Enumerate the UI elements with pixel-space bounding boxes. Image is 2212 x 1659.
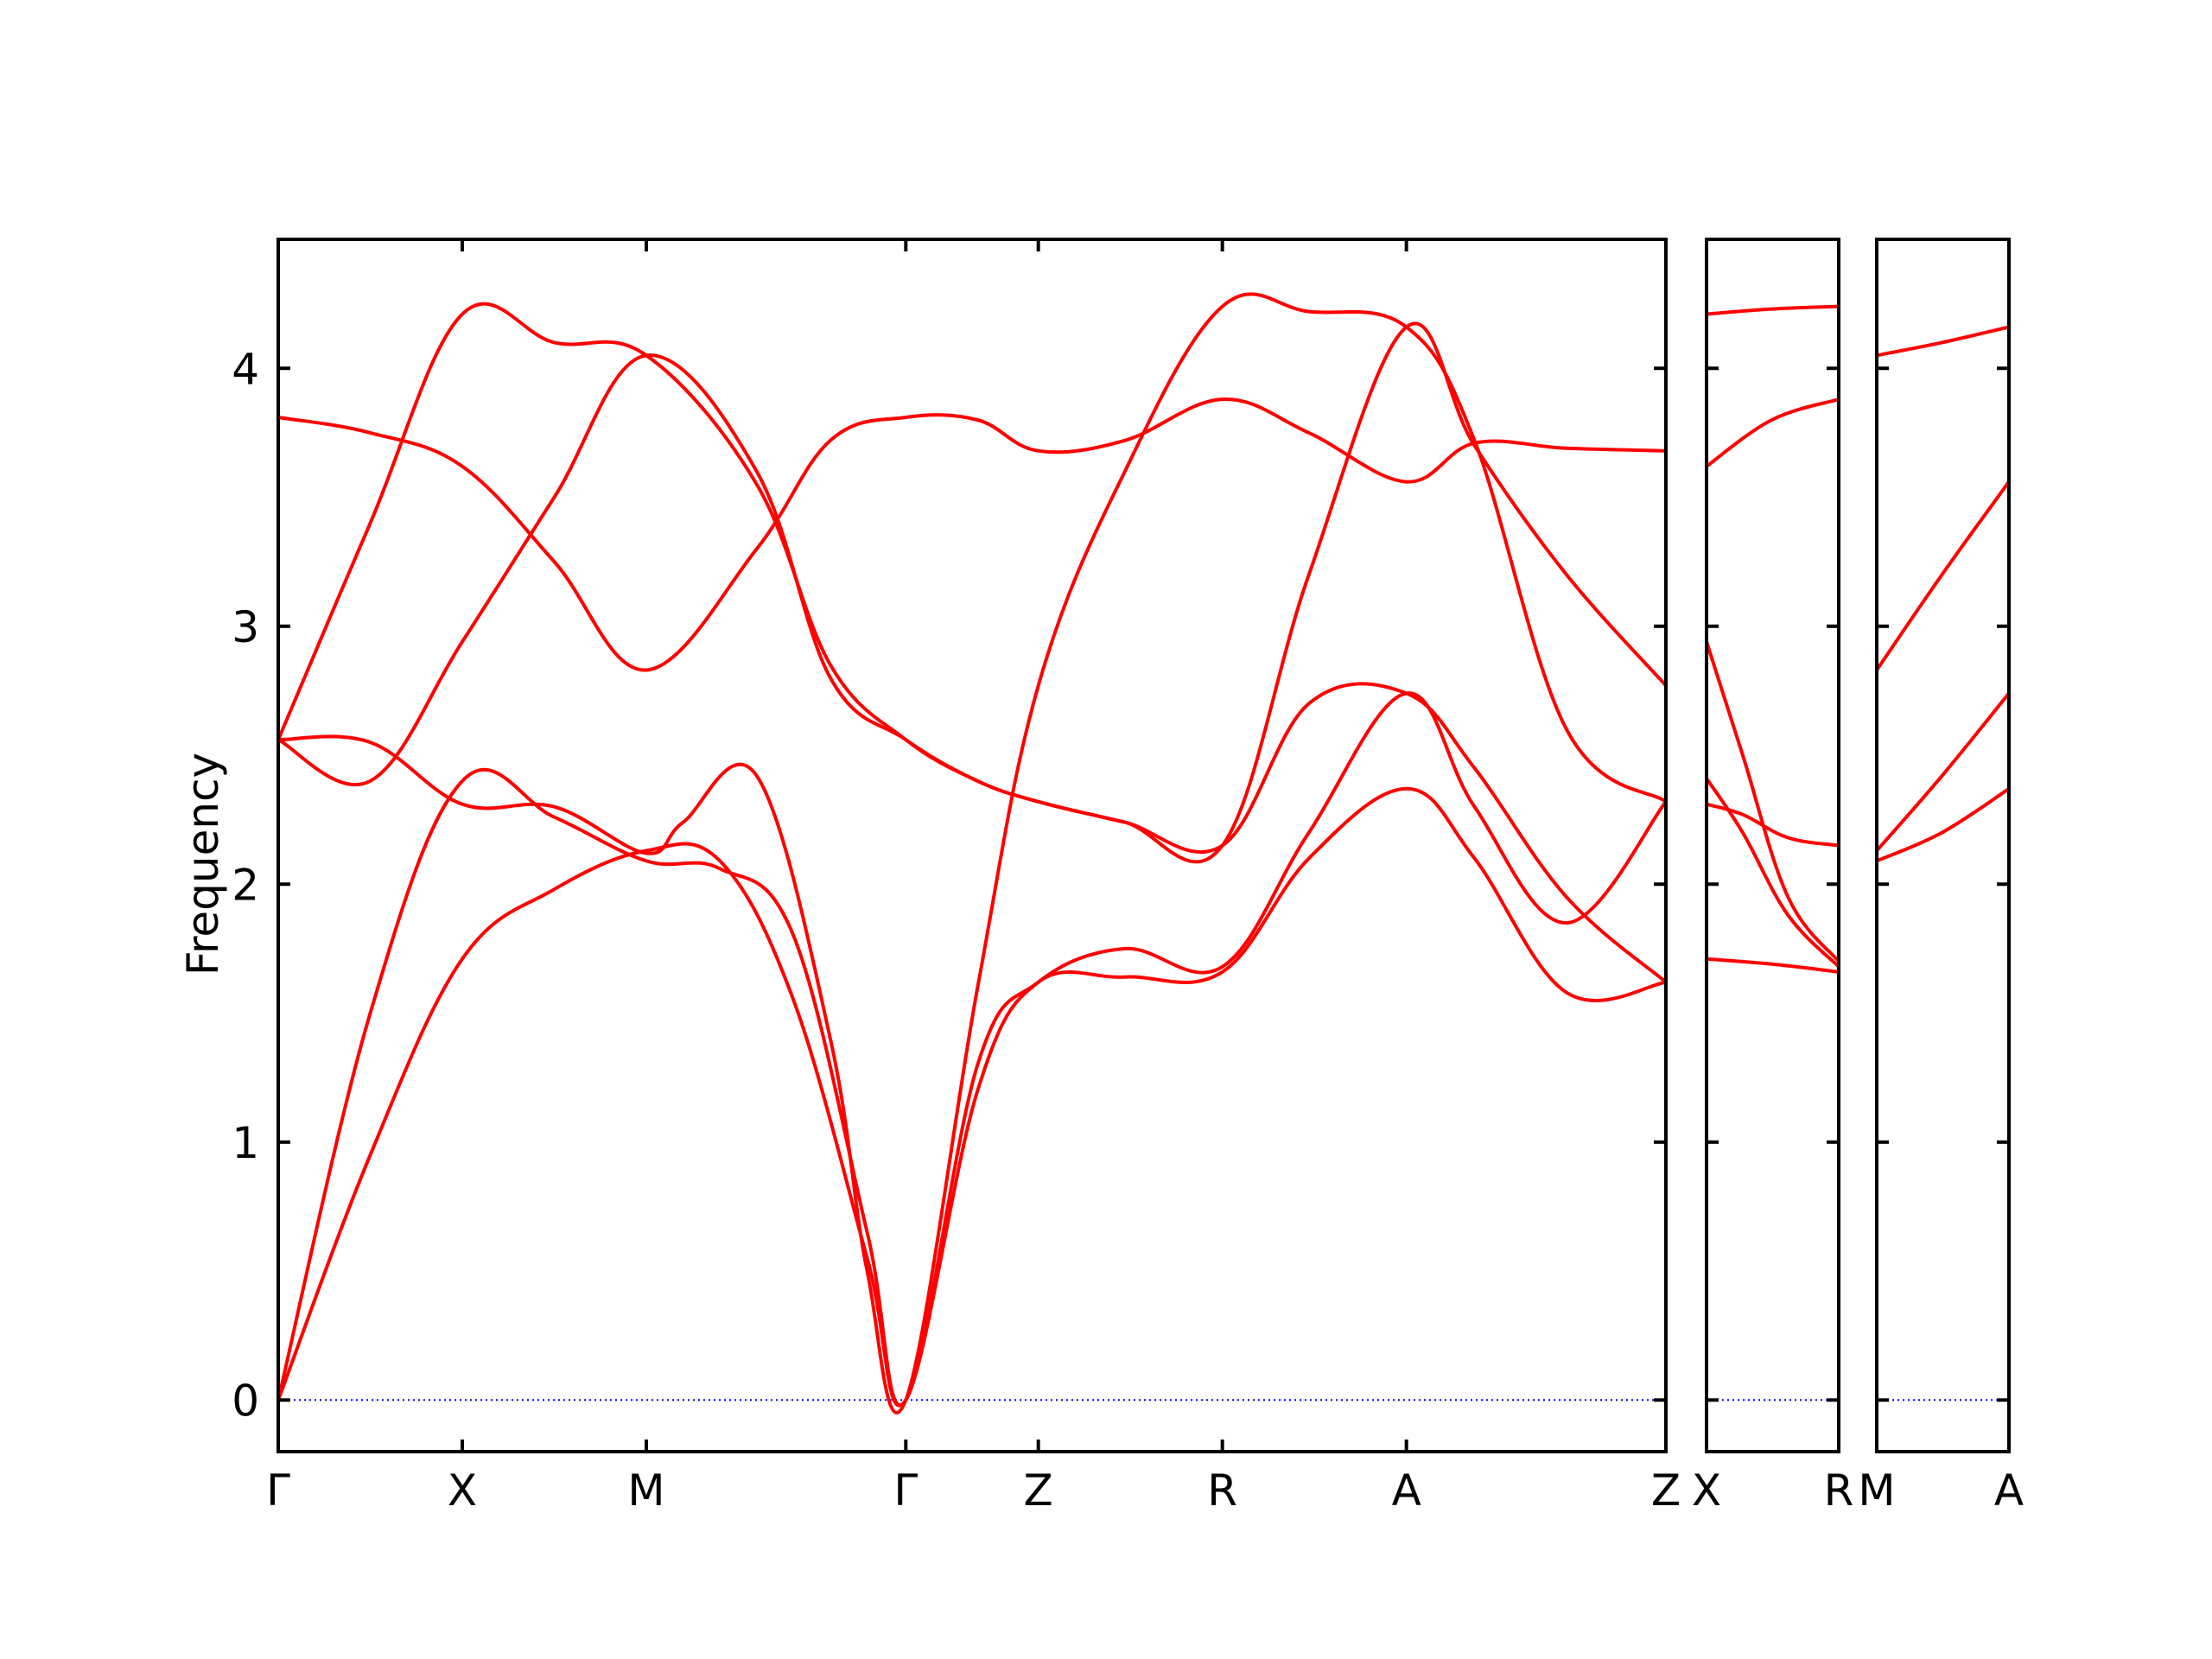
panel-frame (1875, 238, 2011, 1453)
y-tick-label: 3 (232, 602, 259, 652)
x-tick-label: R (1207, 1465, 1237, 1516)
y-tick-label: 0 (232, 1376, 259, 1426)
panel-frame (1705, 238, 1840, 1453)
band-line-3 (276, 292, 1668, 1415)
band-line-1 (1705, 957, 1840, 974)
band-line-2 (276, 691, 1668, 1408)
band-line-1 (1875, 786, 2011, 863)
band-line-6 (1705, 304, 1840, 316)
x-tick-label: X (1692, 1465, 1721, 1516)
band-line-3 (1705, 776, 1840, 969)
y-tick-label: 4 (232, 344, 259, 394)
band-line-5 (1705, 397, 1840, 468)
y-tick-label: 1 (232, 1118, 259, 1168)
x-tick-label: Z (1651, 1465, 1681, 1516)
band-line-1 (276, 786, 1668, 1408)
y-axis-label: Frequency (178, 753, 228, 976)
x-tick-label: M (1858, 1465, 1895, 1516)
x-tick-label: Γ (893, 1465, 918, 1516)
x-tick-label: Z (1024, 1465, 1053, 1516)
band-line-4 (1875, 325, 2011, 358)
x-tick-label: Γ (266, 1465, 290, 1516)
x-tick-label: A (1994, 1465, 2024, 1516)
y-tick-label: 2 (232, 860, 259, 910)
band-line-3 (1875, 480, 2011, 672)
panel-1: Γ X M Γ Z R A Z 0 1 2 3 4 (232, 238, 1681, 1516)
x-tick-label: A (1392, 1465, 1421, 1516)
band-line-6 (276, 397, 1668, 672)
band-line-2 (1705, 802, 1840, 848)
panel-frame (276, 238, 1668, 1453)
x-tick-label: R (1824, 1465, 1854, 1516)
band-line-4 (1705, 639, 1840, 963)
band-line-5 (276, 302, 1668, 864)
band-line-2 (1875, 691, 2011, 853)
x-tick-label: X (448, 1465, 477, 1516)
x-tick-label: M (627, 1465, 664, 1516)
